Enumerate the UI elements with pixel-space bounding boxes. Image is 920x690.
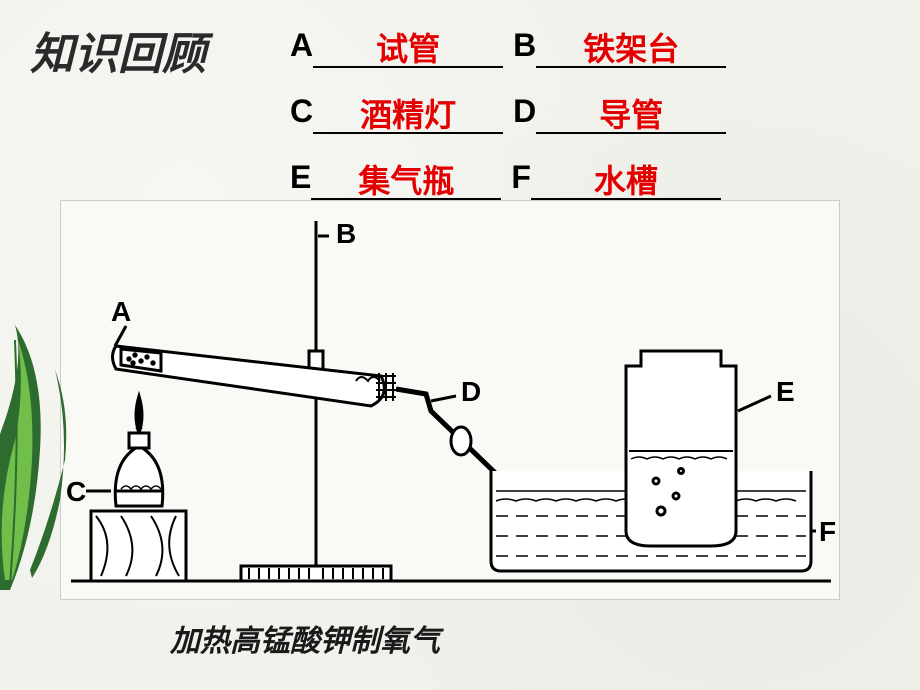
answer-F: 水槽	[594, 163, 658, 199]
label-B: B	[513, 27, 536, 64]
blank-C: 酒精灯	[313, 86, 503, 134]
diagram-caption: 加热高锰酸钾制氧气	[170, 616, 440, 660]
page-title: 知识回顾	[30, 18, 206, 82]
answer-A: 试管	[376, 31, 440, 67]
answer-E: 集气瓶	[358, 163, 454, 199]
label-A: A	[290, 27, 313, 64]
blank-E: 集气瓶	[311, 152, 501, 200]
blank-B: 铁架台	[536, 20, 726, 68]
answer-row: E 集气瓶 F 水槽	[290, 152, 890, 200]
blank-F: 水槽	[531, 152, 721, 200]
label-F: F	[511, 159, 531, 196]
answer-B: 铁架台	[583, 31, 679, 67]
diagram-label-E: E	[776, 376, 795, 407]
label-D: D	[513, 93, 536, 130]
leaf-icon	[0, 320, 80, 600]
diagram-label-F: F	[819, 516, 836, 547]
diagram-svg: A B C D E F	[61, 201, 841, 601]
answer-row: A 试管 B 铁架台	[290, 20, 890, 68]
answer-D: 导管	[599, 97, 663, 133]
answer-row: C 酒精灯 D 导管	[290, 86, 890, 134]
diagram-label-D: D	[461, 376, 481, 407]
answer-grid: A 试管 B 铁架台 C 酒精灯 D 导管 E 集气瓶 F 水槽	[290, 20, 890, 218]
diagram-label-A: A	[111, 296, 131, 327]
blank-A: 试管	[313, 20, 503, 68]
label-C: C	[290, 93, 313, 130]
label-E: E	[290, 159, 311, 196]
apparatus-diagram: A B C D E F	[60, 200, 840, 600]
answer-C: 酒精灯	[360, 97, 456, 133]
blank-D: 导管	[536, 86, 726, 134]
diagram-label-B: B	[336, 218, 356, 249]
